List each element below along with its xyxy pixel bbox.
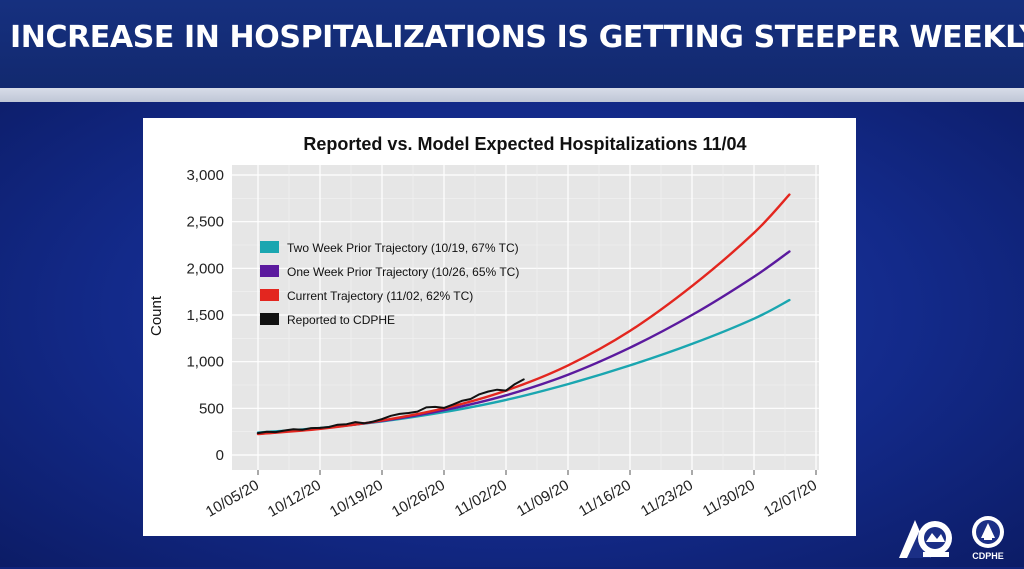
legend-label-two_week: Two Week Prior Trajectory (10/19, 67% TC… (287, 241, 519, 255)
y-tick-label: 1,500 (186, 307, 224, 324)
x-tick-label: 10/19/20 (327, 477, 386, 521)
y-tick-label: 2,000 (186, 260, 224, 277)
colorado-state-logo-icon (899, 520, 952, 558)
legend-label-current: Current Trajectory (11/02, 62% TC) (287, 289, 473, 303)
cdphe-logo-icon: CDPHE (972, 516, 1004, 561)
grid-lines (232, 165, 819, 470)
header-divider-stripe (0, 88, 1024, 102)
cdphe-logo-text: CDPHE (972, 551, 1004, 561)
slide-title: INCREASE IN HOSPITALIZATIONS IS GETTING … (10, 20, 1024, 55)
legend-label-one_week: One Week Prior Trajectory (10/26, 65% TC… (287, 265, 519, 279)
x-tick-label: 11/30/20 (700, 477, 758, 520)
series-line-current (256, 193, 791, 436)
series-line-reported (257, 378, 525, 435)
x-tick-label: 11/23/20 (638, 477, 696, 520)
y-tick-label: 1,000 (186, 354, 224, 371)
x-tick-label: 11/02/20 (452, 477, 510, 520)
x-tick-label: 11/09/20 (514, 477, 572, 520)
y-tick-label: 3,000 (186, 167, 224, 184)
chart-card: Reported vs. Model Expected Hospitalizat… (143, 118, 856, 536)
legend-swatch-two_week (260, 241, 279, 253)
y-tick-label: 500 (199, 400, 224, 417)
chart-title: Reported vs. Model Expected Hospitalizat… (303, 134, 746, 154)
hospitalizations-chart: Reported vs. Model Expected Hospitalizat… (148, 134, 820, 521)
legend-label-reported: Reported to CDPHE (287, 313, 395, 327)
series-lines (256, 193, 791, 436)
legend-swatch-current (260, 289, 279, 301)
x-tick-label: 10/05/20 (203, 477, 262, 521)
x-tick-label: 12/07/20 (761, 477, 820, 521)
y-axis-label: Count (148, 295, 165, 336)
plot-panel (232, 165, 819, 470)
legend: Two Week Prior Trajectory (10/19, 67% TC… (260, 241, 519, 327)
slide-header: INCREASE IN HOSPITALIZATIONS IS GETTING … (0, 0, 1024, 88)
legend-swatch-reported (260, 313, 279, 325)
logos: CDPHE (893, 512, 1013, 564)
x-tick-label: 11/16/20 (576, 477, 634, 520)
x-tick-label: 10/12/20 (265, 477, 324, 521)
y-tick-label: 2,500 (186, 214, 224, 231)
legend-swatch-one_week (260, 265, 279, 277)
y-tick-label: 0 (216, 447, 224, 464)
x-tick-label: 10/26/20 (389, 477, 448, 521)
